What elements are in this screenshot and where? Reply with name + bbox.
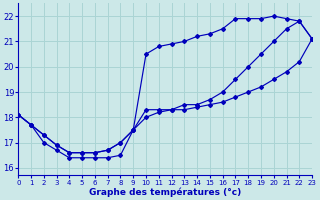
X-axis label: Graphe des températures (°c): Graphe des températures (°c) [89, 187, 241, 197]
